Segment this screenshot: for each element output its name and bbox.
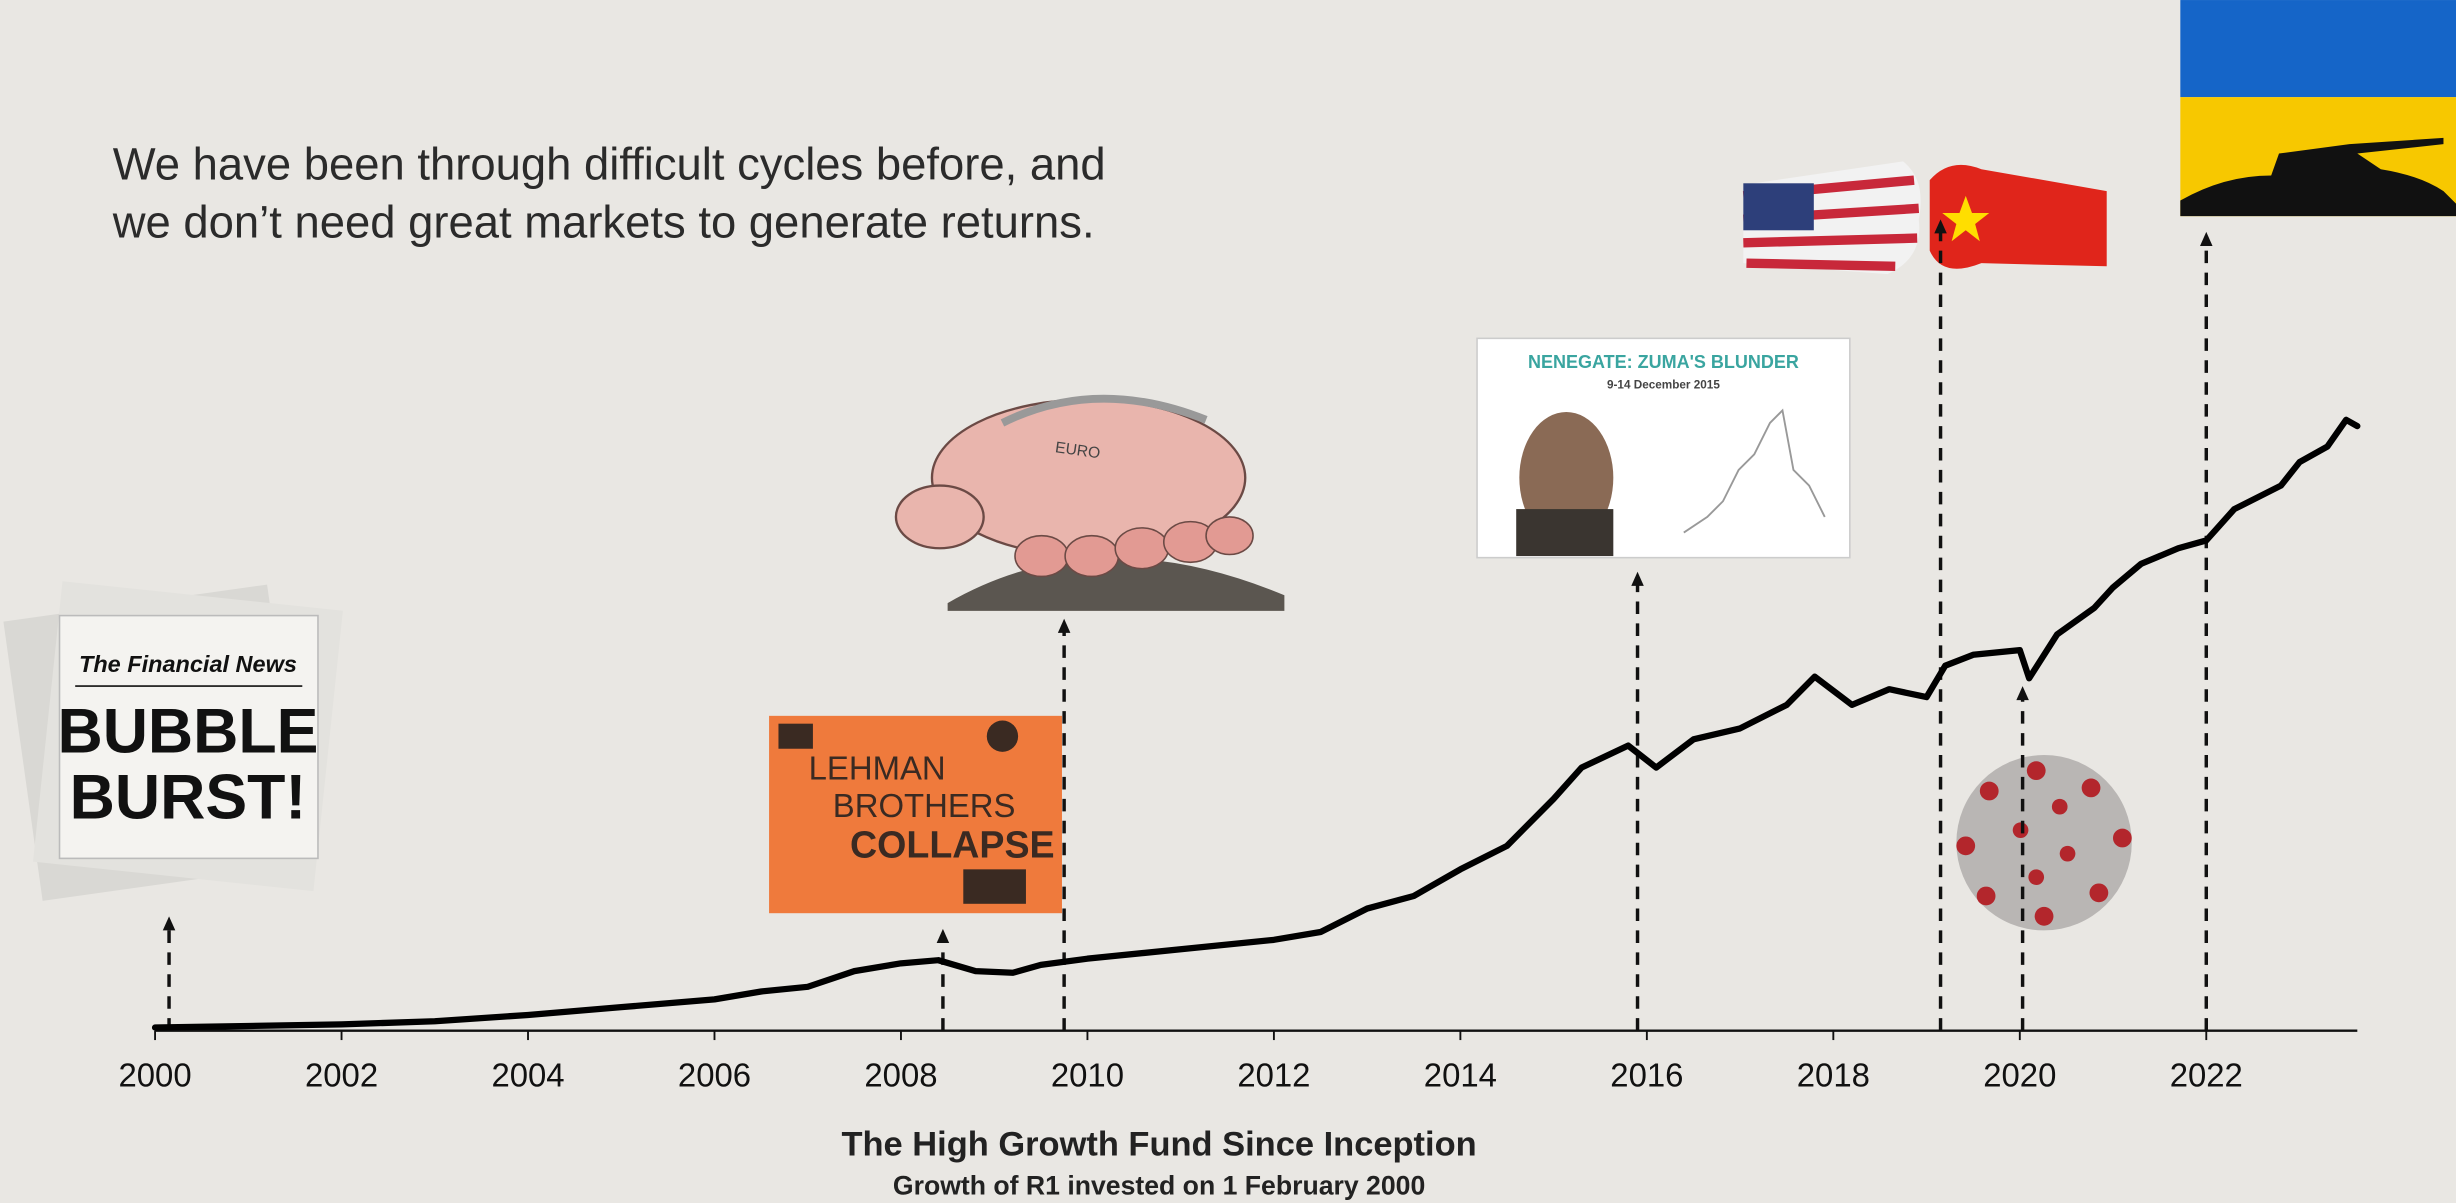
image-text: The Financial News	[79, 651, 297, 677]
x-tick-label: 2016	[1610, 1056, 1683, 1093]
x-tick-label: 2010	[1051, 1056, 1124, 1093]
chart-title: The High Growth Fund Since Inception	[841, 1126, 1476, 1164]
x-tick-label: 2020	[1983, 1056, 2056, 1093]
ukraine-image	[2180, 0, 2456, 216]
image-text: LEHMAN	[809, 749, 946, 786]
chart: We have been through difficult cycles be…	[0, 0, 2456, 1203]
x-tick-label: 2018	[1797, 1056, 1870, 1093]
image-text: NENEGATE: ZUMA'S BLUNDER	[1528, 352, 1799, 372]
image-text: COLLAPSE	[850, 823, 1055, 865]
page: {"chart_data": { "type": "line", "intro"…	[0, 0, 2456, 1203]
x-tick-label: 2006	[678, 1056, 751, 1093]
image-text: 9-14 December 2015	[1607, 378, 1720, 391]
intro-line: we don’t need great markets to generate …	[112, 197, 1095, 248]
x-tick-label: 2004	[491, 1056, 564, 1093]
x-tick-label: 2002	[305, 1056, 378, 1093]
x-tick-label: 2014	[1424, 1056, 1497, 1093]
image-text: BURST!	[70, 763, 307, 833]
image-text: BUBBLE	[57, 697, 318, 767]
image-text: BROTHERS	[833, 787, 1016, 824]
lehman-image: LEHMAN BROTHERS COLLAPSE	[769, 716, 1062, 913]
intro-line: We have been through difficult cycles be…	[113, 139, 1106, 190]
x-tick-label: 2008	[864, 1056, 937, 1093]
nenegate-image: NENEGATE: ZUMA'S BLUNDER 9-14 December 2…	[1477, 338, 1850, 557]
x-tick-label: 2022	[2170, 1056, 2243, 1093]
x-tick-label: 2012	[1237, 1056, 1310, 1093]
virus-image	[1956, 755, 2131, 930]
chart-subtitle: Growth of R1 invested on 1 February 2000	[893, 1170, 1425, 1200]
newspaper-image: The Financial News BUBBLE BURST!	[3, 581, 342, 901]
x-tick-label: 2000	[118, 1056, 191, 1093]
